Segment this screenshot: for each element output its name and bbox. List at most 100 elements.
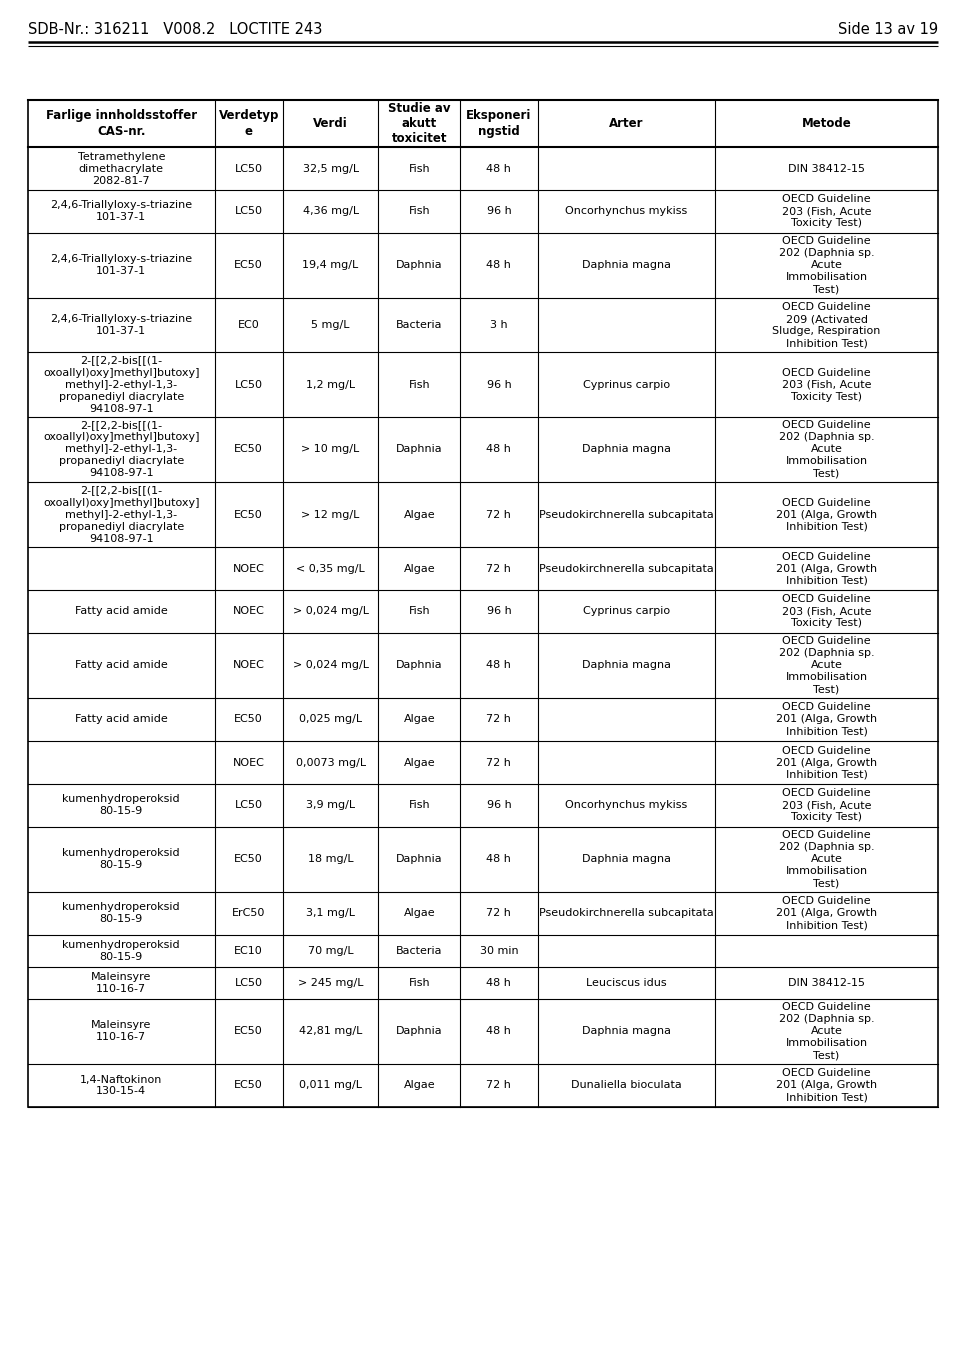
Text: Fatty acid amide: Fatty acid amide	[75, 607, 168, 616]
Text: Algae: Algae	[403, 908, 435, 919]
Text: Verdetyp
e: Verdetyp e	[219, 110, 278, 138]
Text: OECD Guideline
201 (Alga, Growth
Inhibition Test): OECD Guideline 201 (Alga, Growth Inhibit…	[776, 897, 877, 931]
Text: OECD Guideline
201 (Alga, Growth
Inhibition Test): OECD Guideline 201 (Alga, Growth Inhibit…	[776, 551, 877, 585]
Text: 48 h: 48 h	[487, 445, 512, 455]
Text: Daphnia magna: Daphnia magna	[582, 855, 671, 864]
Text: Metode: Metode	[802, 117, 852, 130]
Text: 18 mg/L: 18 mg/L	[308, 855, 353, 864]
Text: Pseudokirchnerella subcapitata: Pseudokirchnerella subcapitata	[539, 908, 713, 919]
Text: 96 h: 96 h	[487, 801, 512, 810]
Text: Oncorhynchus mykiss: Oncorhynchus mykiss	[565, 801, 687, 810]
Text: 2-[[2,2-bis[[(1-
oxoallyl)oxy]methyl]butoxy]
methyl]-2-ethyl-1,3-
propanediyl di: 2-[[2,2-bis[[(1- oxoallyl)oxy]methyl]but…	[43, 421, 200, 479]
Text: Farlige innholdsstoffer
CAS-nr.: Farlige innholdsstoffer CAS-nr.	[46, 110, 197, 138]
Text: Arter: Arter	[609, 117, 643, 130]
Text: > 12 mg/L: > 12 mg/L	[301, 509, 360, 520]
Text: Side 13 av 19: Side 13 av 19	[838, 22, 938, 37]
Text: NOEC: NOEC	[232, 661, 265, 670]
Text: NOEC: NOEC	[232, 607, 265, 616]
Text: OECD Guideline
203 (Fish, Acute
Toxicity Test): OECD Guideline 203 (Fish, Acute Toxicity…	[781, 368, 872, 402]
Text: 48 h: 48 h	[487, 163, 512, 174]
Text: Verdi: Verdi	[313, 117, 348, 130]
Text: Daphnia: Daphnia	[396, 261, 443, 270]
Text: 0,0073 mg/L: 0,0073 mg/L	[296, 757, 366, 768]
Text: 48 h: 48 h	[487, 855, 512, 864]
Text: 70 mg/L: 70 mg/L	[308, 946, 353, 955]
Text: EC50: EC50	[234, 855, 263, 864]
Text: NOEC: NOEC	[232, 757, 265, 768]
Text: OECD Guideline
202 (Daphnia sp.
Acute
Immobilisation
Test): OECD Guideline 202 (Daphnia sp. Acute Im…	[779, 1003, 875, 1061]
Text: OECD Guideline
203 (Fish, Acute
Toxicity Test): OECD Guideline 203 (Fish, Acute Toxicity…	[781, 194, 872, 228]
Text: 48 h: 48 h	[487, 261, 512, 270]
Text: Algae: Algae	[403, 563, 435, 574]
Text: Eksponeri
ngstid: Eksponeri ngstid	[467, 110, 532, 138]
Text: 2,4,6-Triallyloxy-s-triazine
101-37-1: 2,4,6-Triallyloxy-s-triazine 101-37-1	[50, 255, 192, 277]
Text: 72 h: 72 h	[487, 563, 512, 574]
Text: Leuciscus idus: Leuciscus idus	[586, 978, 666, 988]
Text: Fatty acid amide: Fatty acid amide	[75, 661, 168, 670]
Text: < 0,35 mg/L: < 0,35 mg/L	[297, 563, 365, 574]
Text: Daphnia: Daphnia	[396, 855, 443, 864]
Text: 2,4,6-Triallyloxy-s-triazine
101-37-1: 2,4,6-Triallyloxy-s-triazine 101-37-1	[50, 201, 192, 223]
Text: Fish: Fish	[409, 801, 430, 810]
Text: Tetramethylene
dimethacrylate
2082-81-7: Tetramethylene dimethacrylate 2082-81-7	[78, 152, 165, 186]
Text: 2,4,6-Triallyloxy-s-triazine
101-37-1: 2,4,6-Triallyloxy-s-triazine 101-37-1	[50, 313, 192, 337]
Text: 72 h: 72 h	[487, 715, 512, 725]
Text: 19,4 mg/L: 19,4 mg/L	[302, 261, 359, 270]
Text: Cyprinus carpio: Cyprinus carpio	[583, 607, 670, 616]
Text: 2-[[2,2-bis[[(1-
oxoallyl)oxy]methyl]butoxy]
methyl]-2-ethyl-1,3-
propanediyl di: 2-[[2,2-bis[[(1- oxoallyl)oxy]methyl]but…	[43, 356, 200, 414]
Text: 0,011 mg/L: 0,011 mg/L	[300, 1080, 362, 1091]
Text: OECD Guideline
203 (Fish, Acute
Toxicity Test): OECD Guideline 203 (Fish, Acute Toxicity…	[781, 594, 872, 628]
Text: Fatty acid amide: Fatty acid amide	[75, 715, 168, 725]
Text: OECD Guideline
202 (Daphnia sp.
Acute
Immobilisation
Test): OECD Guideline 202 (Daphnia sp. Acute Im…	[779, 636, 875, 695]
Text: > 245 mg/L: > 245 mg/L	[298, 978, 363, 988]
Text: 5 mg/L: 5 mg/L	[311, 320, 349, 330]
Text: 1,2 mg/L: 1,2 mg/L	[306, 380, 355, 389]
Bar	[28, 100, 938, 1107]
Text: 32,5 mg/L: 32,5 mg/L	[302, 163, 359, 174]
Text: 96 h: 96 h	[487, 206, 512, 217]
Text: EC50: EC50	[234, 1026, 263, 1037]
Text: Daphnia magna: Daphnia magna	[582, 1026, 671, 1037]
Text: Fish: Fish	[409, 380, 430, 389]
Text: Algae: Algae	[403, 715, 435, 725]
Text: Pseudokirchnerella subcapitata: Pseudokirchnerella subcapitata	[539, 563, 713, 574]
Text: 4,36 mg/L: 4,36 mg/L	[302, 206, 359, 217]
Text: Maleinsyre
110-16-7: Maleinsyre 110-16-7	[91, 1020, 152, 1042]
Text: Studie av
akutt
toxicitet: Studie av akutt toxicitet	[388, 102, 450, 145]
Text: > 0,024 mg/L: > 0,024 mg/L	[293, 661, 369, 670]
Text: SDB-Nr.: 316211   V008.2   LOCTITE 243: SDB-Nr.: 316211 V008.2 LOCTITE 243	[28, 22, 323, 37]
Text: Daphnia magna: Daphnia magna	[582, 445, 671, 455]
Text: ErC50: ErC50	[232, 908, 265, 919]
Text: OECD Guideline
201 (Alga, Growth
Inhibition Test): OECD Guideline 201 (Alga, Growth Inhibit…	[776, 703, 877, 737]
Text: EC10: EC10	[234, 946, 263, 955]
Text: 0,025 mg/L: 0,025 mg/L	[299, 715, 362, 725]
Text: Maleinsyre
110-16-7: Maleinsyre 110-16-7	[91, 972, 152, 993]
Text: LC50: LC50	[234, 978, 263, 988]
Text: > 0,024 mg/L: > 0,024 mg/L	[293, 607, 369, 616]
Text: 48 h: 48 h	[487, 661, 512, 670]
Text: Fish: Fish	[409, 206, 430, 217]
Text: OECD Guideline
201 (Alga, Growth
Inhibition Test): OECD Guideline 201 (Alga, Growth Inhibit…	[776, 745, 877, 779]
Text: DIN 38412-15: DIN 38412-15	[788, 978, 865, 988]
Text: 3,1 mg/L: 3,1 mg/L	[306, 908, 355, 919]
Text: 96 h: 96 h	[487, 380, 512, 389]
Text: OECD Guideline
209 (Activated
Sludge, Respiration
Inhibition Test): OECD Guideline 209 (Activated Sludge, Re…	[773, 303, 880, 347]
Text: 72 h: 72 h	[487, 757, 512, 768]
Text: OECD Guideline
202 (Daphnia sp.
Acute
Immobilisation
Test): OECD Guideline 202 (Daphnia sp. Acute Im…	[779, 421, 875, 479]
Text: Fish: Fish	[409, 163, 430, 174]
Text: OECD Guideline
202 (Daphnia sp.
Acute
Immobilisation
Test): OECD Guideline 202 (Daphnia sp. Acute Im…	[779, 236, 875, 294]
Text: Bacteria: Bacteria	[396, 320, 443, 330]
Text: NOEC: NOEC	[232, 563, 265, 574]
Text: Daphnia: Daphnia	[396, 661, 443, 670]
Text: Daphnia magna: Daphnia magna	[582, 261, 671, 270]
Text: LC50: LC50	[234, 380, 263, 389]
Text: Pseudokirchnerella subcapitata: Pseudokirchnerella subcapitata	[539, 509, 713, 520]
Text: 48 h: 48 h	[487, 978, 512, 988]
Text: 1,4-Naftokinon
130-15-4: 1,4-Naftokinon 130-15-4	[80, 1075, 162, 1096]
Text: Daphnia: Daphnia	[396, 445, 443, 455]
Text: OECD Guideline
201 (Alga, Growth
Inhibition Test): OECD Guideline 201 (Alga, Growth Inhibit…	[776, 498, 877, 532]
Text: Daphnia magna: Daphnia magna	[582, 661, 671, 670]
Text: OECD Guideline
203 (Fish, Acute
Toxicity Test): OECD Guideline 203 (Fish, Acute Toxicity…	[781, 788, 872, 822]
Text: OECD Guideline
202 (Daphnia sp.
Acute
Immobilisation
Test): OECD Guideline 202 (Daphnia sp. Acute Im…	[779, 830, 875, 889]
Text: EC50: EC50	[234, 1080, 263, 1091]
